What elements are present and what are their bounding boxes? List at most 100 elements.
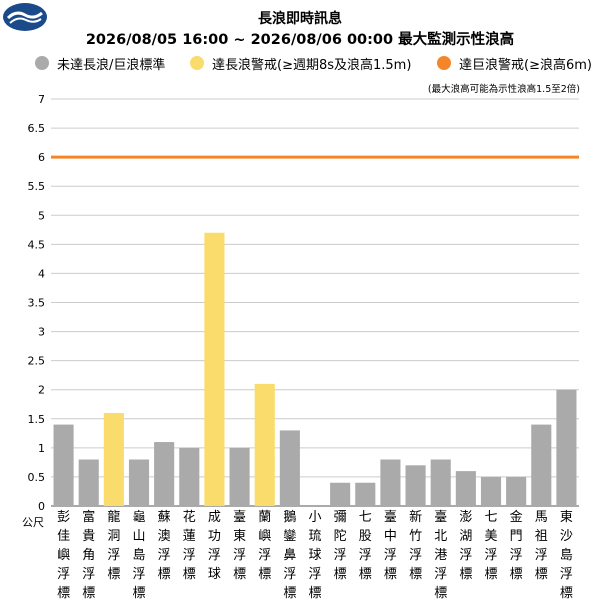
x-tick-label-char: 標 xyxy=(459,567,472,582)
x-tick-label-char: 蘭 xyxy=(258,509,271,525)
bar xyxy=(455,471,476,506)
x-tick-label-char: 佳 xyxy=(57,529,70,544)
x-tick-label-char: 標 xyxy=(283,586,296,600)
y-tick-label: 2 xyxy=(38,384,45,397)
x-tick-label-char: 標 xyxy=(560,586,573,600)
x-tick-label-char: 東 xyxy=(560,509,573,525)
bar xyxy=(380,459,401,506)
x-tick-label-char: 標 xyxy=(384,567,397,582)
bar xyxy=(179,447,200,506)
x-tick-label-char: 中 xyxy=(384,529,397,544)
bar xyxy=(78,459,99,506)
legend-item-swell-warning: 達長浪警戒(≥週期8s及浪高1.5m) xyxy=(190,54,412,73)
y-tick-label: 0.5 xyxy=(28,471,46,484)
x-tick-label-char: 蓮 xyxy=(183,529,196,544)
legend-swatch-swell xyxy=(190,56,204,70)
x-tick-label-char: 浮 xyxy=(308,567,321,582)
x-tick-label-char: 標 xyxy=(258,567,271,582)
x-tick-label-char: 鑾 xyxy=(283,529,296,544)
x-tick-label-char: 浮 xyxy=(459,548,472,563)
x-tick-label-char: 標 xyxy=(233,567,246,582)
x-tick-label-char: 臺 xyxy=(434,510,447,525)
x-tick-label-char: 標 xyxy=(484,567,497,582)
x-tick-label-char: 沙 xyxy=(560,529,573,544)
x-tick-label-char: 浮 xyxy=(283,567,296,582)
legend-label-swell: 達長浪警戒(≥週期8s及浪高1.5m) xyxy=(212,57,412,73)
x-tick-label-char: 浮 xyxy=(233,548,246,563)
x-tick-label-char: 浮 xyxy=(384,548,397,563)
y-tick-label: 3 xyxy=(38,326,45,339)
y-tick-label: 7 xyxy=(38,93,45,106)
x-tick-label-char: 美 xyxy=(484,529,497,544)
bar xyxy=(103,412,124,506)
x-tick-label-char: 股 xyxy=(359,529,372,544)
y-tick-label: 3.5 xyxy=(28,297,46,310)
y-tick-label: 0 xyxy=(38,500,45,513)
x-tick-label-char: 富 xyxy=(82,509,95,525)
legend-label-normal: 未達長浪/巨浪標準 xyxy=(57,57,166,73)
x-tick-label-char: 金 xyxy=(510,509,523,525)
y-axis-unit-label: 公尺 xyxy=(22,516,44,529)
x-tick-label-char: 浮 xyxy=(510,548,523,563)
x-tick-label-char: 浮 xyxy=(334,548,347,563)
x-tick-label-char: 小 xyxy=(308,510,321,525)
x-tick-label-char: 浮 xyxy=(183,548,196,563)
bar xyxy=(254,383,275,506)
x-tick-label-char: 馬 xyxy=(535,510,548,525)
bar xyxy=(405,465,426,506)
x-tick-label-char: 七 xyxy=(484,510,497,525)
x-tick-label-char: 標 xyxy=(183,567,196,582)
x-tick-label-char: 球 xyxy=(208,567,221,582)
x-tick-label-char: 標 xyxy=(510,567,523,582)
bar xyxy=(355,482,376,506)
x-tick-label-char: 陀 xyxy=(334,528,347,544)
bar xyxy=(556,389,577,506)
agency-logo xyxy=(3,3,47,31)
bar xyxy=(128,459,150,506)
y-tick-label: 2.5 xyxy=(28,355,46,368)
x-tick-label-char: 北 xyxy=(434,529,447,544)
x-tick-label-char: 港 xyxy=(434,548,447,563)
x-tick-label-char: 洞 xyxy=(107,529,120,544)
x-tick-label-char: 鵝 xyxy=(283,510,296,525)
bar xyxy=(506,476,527,506)
x-tick-label-char: 標 xyxy=(434,586,447,600)
y-tick-label: 1 xyxy=(38,442,45,455)
page-title: 長浪即時訊息 xyxy=(258,11,342,27)
x-tick-label-char: 標 xyxy=(107,567,120,582)
x-tick-label-char: 標 xyxy=(158,567,171,582)
x-tick-label-char: 湖 xyxy=(459,529,472,544)
x-tick-label-char: 浮 xyxy=(484,548,497,563)
y-tick-label: 4.5 xyxy=(28,238,46,251)
x-tick-label-char: 標 xyxy=(359,567,372,582)
x-tick-label-char: 島 xyxy=(132,548,145,563)
chart-subtitle: 2026/08/05 16:00 ~ 2026/08/06 00:00 最大監測… xyxy=(85,32,515,48)
x-tick-label-char: 竹 xyxy=(409,529,422,544)
x-tick-label-char: 功 xyxy=(208,529,221,544)
x-tick-label-char: 門 xyxy=(510,529,523,544)
x-tick-label-char: 浮 xyxy=(359,548,372,563)
x-tick-label-char: 蘇 xyxy=(158,510,171,525)
y-tick-label: 5.5 xyxy=(28,180,46,193)
bar xyxy=(480,476,502,506)
x-tick-label-char: 角 xyxy=(82,548,95,563)
x-tick-label-char: 浮 xyxy=(107,548,120,563)
x-tick-label-char: 浮 xyxy=(158,548,171,563)
x-tick-label-char: 標 xyxy=(82,586,95,600)
bar xyxy=(154,442,175,506)
x-tick-label-char: 球 xyxy=(308,548,321,563)
x-tick-label-char: 嶼 xyxy=(258,529,271,544)
x-tick-label-char: 標 xyxy=(132,586,145,600)
x-tick-label-char: 琉 xyxy=(308,529,321,544)
y-tick-label: 6.5 xyxy=(28,122,46,135)
x-tick-label-char: 彌 xyxy=(334,510,347,525)
y-tick-label: 4 xyxy=(38,267,45,280)
x-tick-label-char: 貴 xyxy=(82,529,95,544)
x-tick-label-char: 浮 xyxy=(258,548,271,563)
bar xyxy=(204,232,225,506)
x-tick-label-char: 龍 xyxy=(107,509,120,525)
x-tick-label-char: 成 xyxy=(208,510,221,525)
x-tick-label-char: 東 xyxy=(233,528,246,544)
y-tick-label: 6 xyxy=(38,151,45,164)
